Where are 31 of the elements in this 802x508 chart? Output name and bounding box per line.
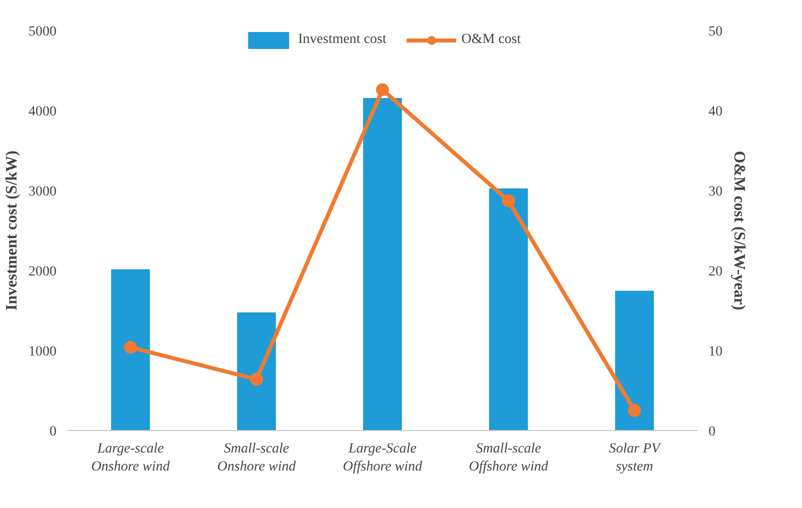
y2-axis-title: O&M cost (S/kW-year) [730,150,748,310]
legend-label: Investment cost [298,32,386,48]
y-tick-label: 3000 [28,184,56,200]
y2-tick-label: 20 [708,264,722,280]
bar [363,98,402,430]
y-tick-label: 5000 [28,24,56,40]
point [628,404,641,417]
point [376,83,389,96]
y2-tick-label: 10 [708,344,722,360]
x-tick-label: Solar PV system [609,442,662,474]
y2-tick-label: 30 [708,184,722,200]
x-tick-label: Large-Scale Offshore wind [342,442,424,474]
y-tick-label: 0 [50,424,56,440]
y-tick-label: 2000 [28,264,56,280]
point [250,372,263,386]
legend-label: O&M cost [461,32,521,48]
y2-tick-label: 50 [708,24,722,40]
point [502,194,515,208]
y2-tick-label: 40 [708,104,722,120]
point [124,340,137,354]
x-tick-label: Small-scale Offshore wind [468,442,550,474]
bar [111,269,150,430]
x-tick-label: Small-scale Onshore wind [217,442,297,474]
x-tick-label: Large-scale Onshore wind [91,442,171,474]
bar [489,188,528,430]
y-tick-label: 1000 [28,344,56,360]
bar [615,290,654,430]
y-axis-title: Investment cost (S/kW) [4,150,20,310]
y2-tick-label: 0 [708,424,716,440]
bar [237,312,276,430]
y-tick-label: 4000 [28,104,56,120]
